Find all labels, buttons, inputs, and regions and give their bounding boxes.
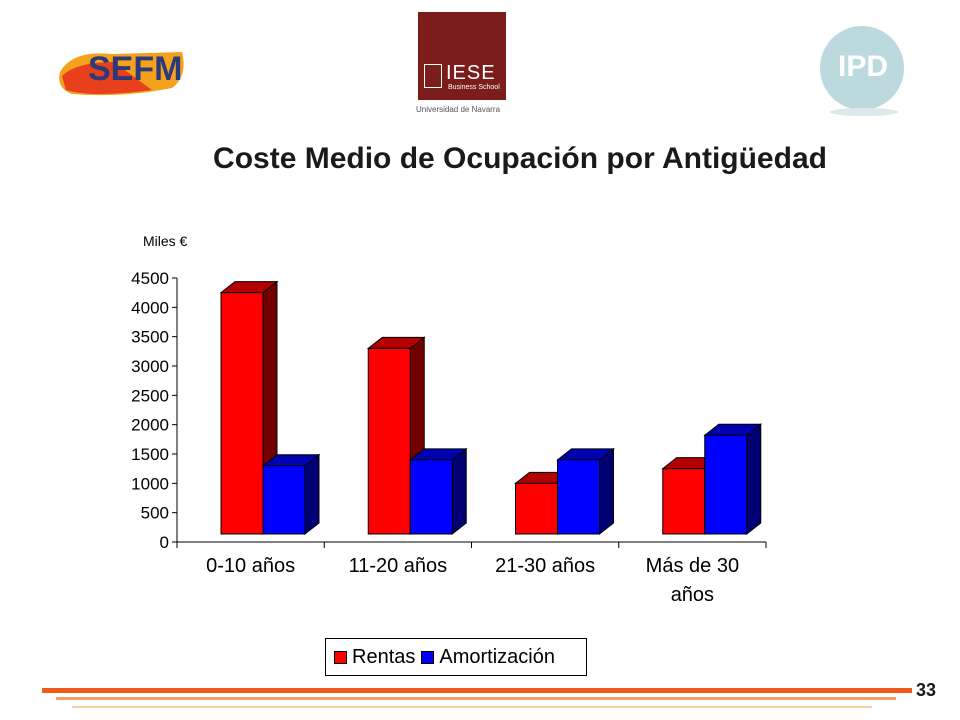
x-tick-label: 11-20 años (349, 555, 448, 577)
y-tick-label: 2000 (131, 416, 169, 435)
y-tick-label: 3500 (131, 328, 169, 347)
x-tick-label: Más de 30 (646, 555, 739, 577)
y-tick-label: 500 (141, 504, 169, 523)
sefm-logo-text: SEFM (88, 50, 182, 88)
bar-rentas (662, 468, 706, 535)
footer-line-primary (42, 688, 912, 693)
x-tick-label: 0-10 años (206, 555, 295, 577)
iese-logo: IESE Business School Universidad de Nava… (416, 12, 510, 118)
legend-swatch-amortizacion (421, 650, 435, 664)
legend-label-rentas: Rentas (352, 645, 416, 668)
legend-swatch-rentas (334, 650, 347, 664)
sefm-logo: SEFM (52, 32, 192, 102)
bar-side-amortizacion (746, 423, 762, 536)
iese-logo-subtitle: Business School (448, 84, 500, 91)
bar-rentas (220, 292, 264, 535)
bar-amortizacion (409, 459, 453, 535)
legend-label-amortizacion: Amortización (439, 645, 555, 668)
page-title: Coste Medio de Ocupación por Antigüedad (213, 142, 827, 175)
bar-amortizacion (557, 459, 600, 535)
y-axis-label: Miles € (143, 233, 188, 249)
legend-item-rentas: Rentas (334, 646, 415, 669)
bar-side-amortizacion (304, 453, 320, 536)
ipd-logo-text: IPD (837, 50, 888, 83)
footer-line-secondary (56, 697, 896, 700)
x-tick-label: 21-30 años (495, 555, 595, 577)
bar-amortizacion (262, 465, 306, 535)
crest-icon (424, 64, 442, 88)
footer-line-tertiary (72, 706, 872, 708)
page-number: 33 (916, 680, 937, 700)
y-tick-label: 1000 (131, 474, 169, 493)
bar-amortizacion (704, 434, 748, 535)
iese-logo-text: IESE (446, 62, 496, 84)
bar-rentas (515, 482, 558, 535)
y-tick-label: 1500 (131, 445, 169, 464)
y-tick-label: 0 (160, 533, 169, 552)
legend-item-amortizacion: Amortización (421, 646, 555, 669)
y-tick-label: 4000 (131, 298, 169, 317)
y-tick-label: 3000 (131, 357, 169, 376)
bar-rentas (367, 347, 411, 535)
bar-side-amortizacion (451, 447, 467, 536)
chart-legend: Rentas Amortización (325, 638, 587, 676)
iese-logo-university: Universidad de Navarra (416, 105, 501, 114)
ipd-logo: IPD (818, 26, 910, 118)
y-tick-label: 2500 (131, 386, 169, 405)
x-tick-label: años (671, 584, 714, 606)
y-tick-label: 4500 (131, 269, 169, 288)
bar-side-amortizacion (599, 447, 614, 536)
